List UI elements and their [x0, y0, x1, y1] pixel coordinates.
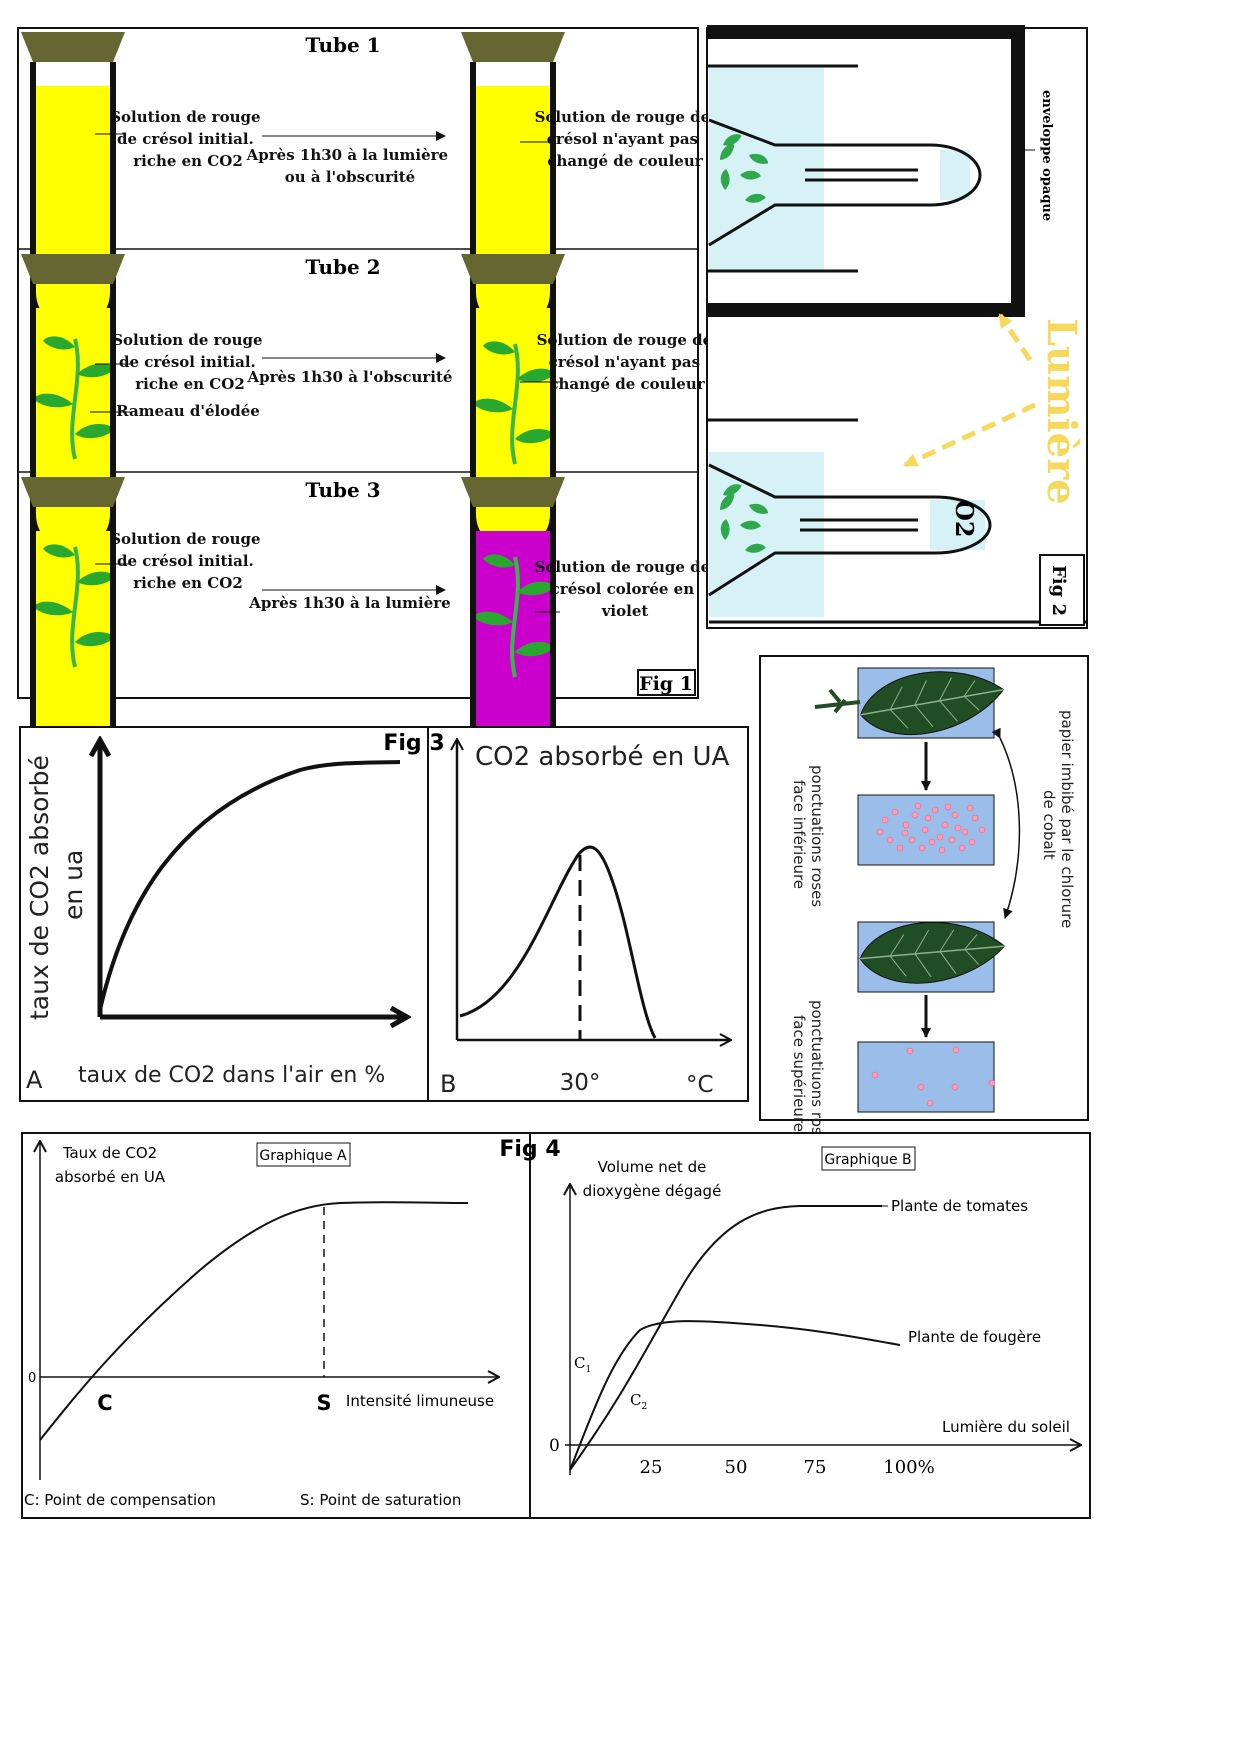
paper-label-2: de cobalt: [1040, 790, 1058, 860]
fig4b-series-2-label: Plante de fougère: [908, 1328, 1041, 1346]
fig4b-tick-100: 100%: [883, 1457, 934, 1478]
tube1-right-label: Solution de rouge de crésol n'ayant pas …: [535, 108, 716, 170]
tube2-middle-label: Après 1h30 à l'obscurité: [247, 368, 453, 386]
opaque-label: enveloppe opaque: [1039, 90, 1054, 221]
fig4b-zero: 0: [549, 1436, 560, 1456]
fig3a-ylabel-1: taux de CO2 absorbé: [25, 755, 54, 1020]
fig3b-panel-letter: B: [440, 1070, 456, 1098]
paper-label-1: papier imbibé par le chlorure: [1058, 710, 1076, 928]
tube2-leaf-label: Rameau d'élodée: [116, 402, 260, 420]
tube3-left-label: Solution de rouge de crésol initial. ric…: [110, 530, 266, 592]
fig4b-tick-75: 75: [804, 1457, 827, 1478]
light-label: Lumière: [1038, 318, 1085, 505]
pink-dots-dense: [876, 802, 986, 854]
bottom-face-label-1: ponctuations roses: [808, 765, 826, 907]
fig4b-c2: C2: [630, 1391, 647, 1412]
fig4a-legend-c: C: Point de compensation: [24, 1491, 216, 1509]
fig4a-title: Graphique A: [259, 1148, 347, 1164]
pink-dots-sparse: [871, 1046, 996, 1107]
fig4b-tick-50: 50: [725, 1457, 748, 1478]
fig2-panel: enveloppe opaque O2 Lumière Fig 2: [706, 25, 1088, 629]
tube2-row: Tube 2 Solution de rouge de crésol initi…: [21, 254, 718, 554]
fig3b-ylabel: CO2 absorbé en UA: [475, 742, 730, 772]
fig2-label: Fig 2: [1048, 565, 1069, 616]
fig4b-series-fern: [569, 1320, 901, 1471]
fig1-label: Fig 1: [639, 673, 693, 695]
fig4b-series-1-label: Plante de tomates: [891, 1197, 1028, 1215]
tube1-middle-label: Après 1h30 à la lumière ou à l'obscurité: [246, 146, 454, 186]
tube3-row: Tube 3 Solution de rouge de crésol initi…: [21, 477, 716, 777]
fig4a-xlabel: Intensité limuneuse: [346, 1392, 494, 1410]
tube3-title: Tube 3: [305, 478, 380, 502]
top-face-label-1: ponctuatiuons roses: [808, 1000, 826, 1152]
tube2-right-label: Solution de rouge de crésol n'ayant pas …: [537, 331, 718, 393]
fig4a-ylabel-2: absorbé en UA: [55, 1168, 166, 1186]
o2-label: O2: [950, 500, 979, 538]
fig4b-tick-25: 25: [640, 1457, 663, 1478]
tube1-left-label: Solution de rouge de crésol initial. ric…: [110, 108, 266, 170]
fig3-label: Fig 3: [383, 731, 444, 756]
tube3-middle-label: Après 1h30 à la lumière: [248, 594, 450, 612]
tube2-title: Tube 2: [305, 255, 380, 279]
fig4a-ylabel-1: Taux de CO2: [62, 1144, 157, 1162]
fig4a-legend-s: S: Point de saturation: [300, 1491, 461, 1509]
fig4b-series-tomato: [569, 1205, 882, 1471]
fig4-panel: Fig 4 Graphique A Taux de CO2 absorbé en…: [21, 1132, 1091, 1519]
top-face-label-2: face supérieure: [790, 1015, 808, 1132]
fig1-panel: Tube 1 Solution de rouge de crésol initi…: [17, 27, 718, 777]
fig4b-title: Graphique B: [824, 1152, 911, 1168]
bottom-face-label-2: face inférieure: [790, 780, 808, 889]
tube1-title: Tube 1: [305, 33, 380, 57]
fig4a-curve: [39, 1201, 469, 1441]
fig3a-panel-letter: A: [26, 1066, 43, 1094]
fig4b-ylabel-1: Volume net de: [598, 1158, 707, 1176]
fig3-panel: Fig 3 taux de CO2 absorbé en ua A taux d…: [19, 726, 749, 1102]
fig3b-tick-30: 30°: [560, 1070, 601, 1096]
fig3a-xlabel: taux de CO2 dans l'air en %: [78, 1063, 385, 1088]
opaque-envelope: [707, 25, 1025, 317]
fig3a-curve: [98, 760, 401, 1011]
fig4b-ylabel-2: dioxygène dégagé: [583, 1182, 722, 1200]
fig4-label: Fig 4: [499, 1137, 560, 1162]
fig4a-zero: 0: [28, 1371, 36, 1386]
fig3b-curve: [459, 845, 657, 1039]
cobalt-paper-top-result: [857, 1041, 995, 1113]
tube2-left-label: Solution de rouge de crésol initial. ric…: [112, 331, 268, 393]
tube1-row: Tube 1 Solution de rouge de crésol initi…: [21, 32, 716, 332]
fig4a-point-c: C: [97, 1391, 112, 1415]
fig3b-unit: °C: [686, 1072, 714, 1098]
fig4a-point-s: S: [316, 1391, 331, 1415]
fig4b-c1: C1: [574, 1354, 591, 1375]
fig4b-xlabel: Lumière du soleil: [942, 1418, 1070, 1436]
fig3a-ylabel-2: en ua: [59, 850, 88, 920]
tube3-right-label: Solution de rouge de crésol colorée en v…: [535, 558, 716, 620]
leaf-cobalt-panel: ponctuations roses face inférieure ponct…: [759, 655, 1089, 1152]
